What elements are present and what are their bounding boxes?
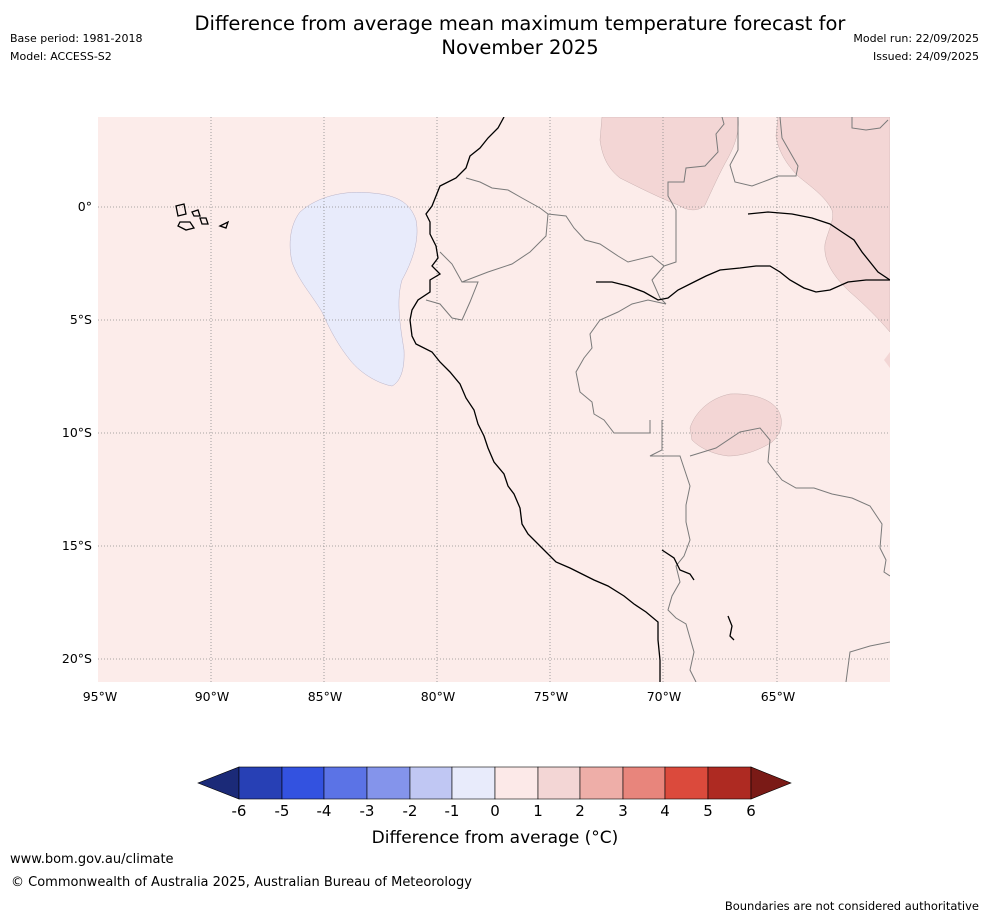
lon-label-80w: 80°W bbox=[420, 689, 456, 704]
colorbar-tick: 3 bbox=[618, 802, 628, 820]
colorbar-tick: -4 bbox=[316, 802, 332, 820]
lon-label-95w: 95°W bbox=[82, 689, 118, 704]
gridlines bbox=[98, 117, 890, 682]
issued-date: Issued: 24/09/2025 bbox=[872, 50, 979, 63]
lon-label-75w: 75°W bbox=[533, 689, 569, 704]
colorbar-high-extension bbox=[750, 766, 792, 800]
colorbar-tick: 4 bbox=[660, 802, 670, 820]
lon-label-65w: 65°W bbox=[760, 689, 796, 704]
lat-label-15s: 15°S bbox=[61, 538, 92, 553]
colorbar-tick: 1 bbox=[533, 802, 543, 820]
amazon-east-warm-patch bbox=[775, 117, 890, 333]
footer-copyright: © Commonwealth of Australia 2025, Austra… bbox=[11, 875, 472, 890]
colorbar bbox=[197, 766, 792, 800]
map-title: Difference from average mean maximum tem… bbox=[150, 12, 890, 60]
colorbar-tick: 5 bbox=[703, 802, 713, 820]
lon-label-85w: 85°W bbox=[307, 689, 343, 704]
colorbar-tick: 6 bbox=[746, 802, 756, 820]
colorbar-low-extension bbox=[197, 766, 240, 800]
colorbar-tick: 2 bbox=[575, 802, 585, 820]
colorbar-tick: -5 bbox=[274, 802, 290, 820]
base-period: Base period: 1981-2018 bbox=[10, 32, 143, 45]
colorbar-title: Difference from average (°C) bbox=[371, 828, 619, 848]
colorbar-segment bbox=[579, 766, 624, 800]
colorbar-tick: 0 bbox=[490, 802, 500, 820]
colorbar-tick: -3 bbox=[359, 802, 375, 820]
colorbar-segment bbox=[323, 766, 368, 800]
lat-label-0: 0° bbox=[77, 199, 92, 214]
colorbar-segment bbox=[537, 766, 581, 800]
lat-label-5s: 5°S bbox=[69, 312, 92, 327]
footer-url: www.bom.gov.au/climate bbox=[10, 852, 174, 867]
colorbar-segment bbox=[366, 766, 411, 800]
lon-label-90w: 90°W bbox=[194, 689, 230, 704]
colorbar-segment bbox=[494, 766, 539, 800]
bolivia-warm-patch bbox=[689, 393, 782, 457]
map-background bbox=[98, 117, 890, 682]
model-run: Model run: 22/09/2025 bbox=[853, 32, 979, 45]
colorbar-segment bbox=[451, 766, 496, 800]
map-title-line-1: Difference from average mean maximum tem… bbox=[194, 12, 846, 35]
northeast-warm-patch bbox=[599, 117, 739, 211]
colorbar-tick: -2 bbox=[402, 802, 418, 820]
far-east-warm-sliver bbox=[884, 352, 890, 368]
ocean-cool-patch bbox=[289, 192, 418, 387]
colorbar-segment bbox=[622, 766, 666, 800]
meta-left: Base period: 1981-2018 Model: ACCESS-S2 bbox=[10, 30, 142, 66]
lat-label-20s: 20°S bbox=[61, 651, 92, 666]
colorbar-tick: -6 bbox=[231, 802, 247, 820]
colorbar-segment bbox=[281, 766, 325, 800]
colorbar-tick: -1 bbox=[444, 802, 460, 820]
model-name: Model: ACCESS-S2 bbox=[10, 50, 112, 63]
lon-label-70w: 70°W bbox=[646, 689, 682, 704]
meta-right: Model run: 22/09/2025 Issued: 24/09/2025 bbox=[853, 30, 979, 66]
map-title-line-2: November 2025 bbox=[441, 36, 599, 59]
coastlines bbox=[175, 117, 890, 682]
colorbar-segment bbox=[707, 766, 752, 800]
colorbar-segment bbox=[664, 766, 709, 800]
colorbar-segment bbox=[238, 766, 283, 800]
lat-label-10s: 10°S bbox=[61, 425, 92, 440]
colorbar-segment bbox=[409, 766, 453, 800]
footer-note: Boundaries are not considered authoritat… bbox=[724, 899, 979, 913]
country-borders bbox=[425, 117, 890, 682]
